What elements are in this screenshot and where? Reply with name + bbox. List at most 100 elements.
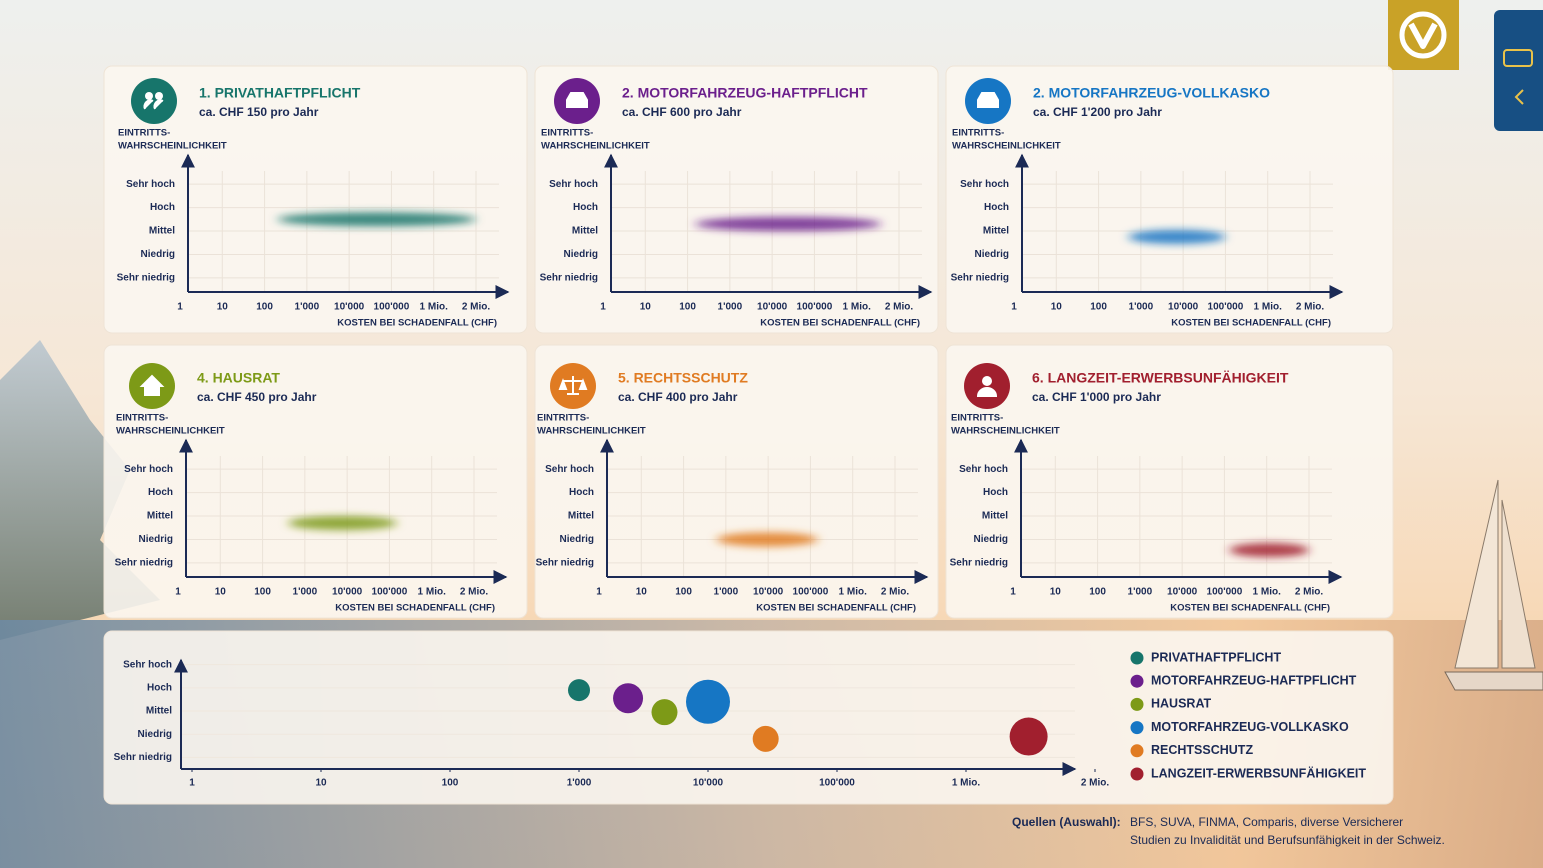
y-tick-label: Niedrig bbox=[564, 249, 598, 260]
x-tick-label: 10 bbox=[1051, 302, 1063, 313]
x-tick-label: 1 bbox=[596, 587, 602, 598]
x-tick-label: 10'000 bbox=[332, 587, 363, 598]
panel-subtitle: ca. CHF 600 pro Jahr bbox=[622, 105, 742, 119]
y-tick-label: Mittel bbox=[568, 511, 594, 522]
y-tick-label: Hoch bbox=[569, 487, 594, 498]
panel-icon bbox=[131, 78, 177, 124]
x-tick-label: 1'000 bbox=[714, 587, 739, 598]
legend-marker bbox=[1130, 721, 1144, 735]
panel-title: 2. MOTORFAHRZEUG-VOLLKASKO bbox=[1033, 85, 1270, 101]
y-tick-label: Sehr niedrig bbox=[114, 752, 172, 763]
y-axis-label: WAHRSCHEINLICHKEIT bbox=[951, 426, 1060, 437]
x-tick-label: 1 Mio. bbox=[420, 302, 449, 313]
x-tick-label: 100 bbox=[442, 778, 459, 789]
x-tick-label: 1 bbox=[177, 302, 183, 313]
x-tick-label: 100'000 bbox=[793, 587, 829, 598]
x-tick-label: 10 bbox=[1050, 587, 1062, 598]
y-tick-label: Sehr niedrig bbox=[536, 558, 594, 569]
panel-subtitle: ca. CHF 400 pro Jahr bbox=[618, 390, 738, 404]
panel-icon-glyph bbox=[566, 92, 588, 108]
x-tick-label: 100 bbox=[675, 587, 692, 598]
panel-background bbox=[534, 344, 939, 619]
x-tick-label: 1'000 bbox=[1128, 587, 1153, 598]
y-axis-label: WAHRSCHEINLICHKEIT bbox=[118, 141, 227, 152]
sailboat bbox=[1444, 479, 1543, 691]
x-tick-label: 100'000 bbox=[819, 778, 855, 789]
y-tick-label: Mittel bbox=[572, 226, 598, 237]
x-tick-label: 2 Mio. bbox=[885, 302, 914, 313]
y-tick-label: Hoch bbox=[148, 487, 173, 498]
x-tick-label: 1 Mio. bbox=[1254, 302, 1283, 313]
y-tick-label: Mittel bbox=[146, 706, 172, 717]
x-axis-label: KOSTEN BEI SCHADENFALL (CHF) bbox=[335, 603, 495, 614]
panel-icon-glyph bbox=[558, 376, 588, 395]
side-tab[interactable] bbox=[1494, 10, 1543, 131]
x-tick-label: 10'000 bbox=[757, 302, 788, 313]
x-axis-label: KOSTEN BEI SCHADENFALL (CHF) bbox=[1171, 318, 1331, 329]
legend-marker bbox=[1130, 697, 1144, 711]
bubble bbox=[752, 725, 779, 752]
logo bbox=[1388, 0, 1459, 70]
y-tick-label: Niedrig bbox=[138, 729, 172, 740]
x-tick-label: 100'000 bbox=[1207, 587, 1243, 598]
x-tick-label: 10 bbox=[215, 587, 227, 598]
y-tick-label: Sehr hoch bbox=[960, 179, 1009, 190]
panel-title: 5. RECHTSSCHUTZ bbox=[618, 370, 748, 386]
panel-background bbox=[103, 630, 1394, 805]
y-axis-label: WAHRSCHEINLICHKEIT bbox=[541, 141, 650, 152]
y-tick-label: Niedrig bbox=[974, 534, 1008, 545]
x-tick-label: 2 Mio. bbox=[460, 587, 489, 598]
panel-icon-glyph bbox=[143, 99, 164, 110]
y-tick-label: Sehr niedrig bbox=[951, 273, 1009, 284]
x-tick-label: 1 bbox=[1011, 302, 1017, 313]
y-axis-label: WAHRSCHEINLICHKEIT bbox=[537, 426, 646, 437]
y-tick-label: Sehr hoch bbox=[123, 659, 172, 670]
x-tick-label: 10'000 bbox=[1167, 587, 1198, 598]
y-axis-label: EINTRITTS- bbox=[952, 128, 1004, 139]
x-tick-label: 10'000 bbox=[334, 302, 365, 313]
x-tick-label: 10'000 bbox=[693, 778, 724, 789]
x-tick-label: 1 bbox=[175, 587, 181, 598]
y-tick-label: Mittel bbox=[983, 226, 1009, 237]
x-axis-label: KOSTEN BEI SCHADENFALL (CHF) bbox=[337, 318, 497, 329]
x-tick-label: 100'000 bbox=[1208, 302, 1244, 313]
y-tick-label: Sehr niedrig bbox=[115, 558, 173, 569]
x-tick-label: 1'000 bbox=[1129, 302, 1154, 313]
risk-range bbox=[1128, 229, 1226, 244]
x-tick-label: 10 bbox=[315, 778, 327, 789]
y-tick-label: Hoch bbox=[573, 202, 598, 213]
x-tick-label: 100 bbox=[254, 587, 271, 598]
panel-subtitle: ca. CHF 150 pro Jahr bbox=[199, 105, 319, 119]
panel-subtitle: ca. CHF 1'200 pro Jahr bbox=[1033, 105, 1162, 119]
x-tick-label: 1'000 bbox=[295, 302, 320, 313]
panel-icon-glyph bbox=[982, 376, 992, 386]
x-tick-label: 2 Mio. bbox=[881, 587, 910, 598]
panel-title: 6. LANGZEIT-ERWERBSUNFÄHIGKEIT bbox=[1032, 370, 1289, 386]
legend-label: PRIVATHAFTPFLICHT bbox=[1151, 650, 1281, 664]
risk-panel: 2. MOTORFAHRZEUG-VOLLKASKO ca. CHF 1'200 … bbox=[945, 65, 1394, 334]
x-tick-label: 10'000 bbox=[753, 587, 784, 598]
panel-subtitle: ca. CHF 1'000 pro Jahr bbox=[1032, 390, 1161, 404]
risk-range bbox=[1229, 543, 1310, 558]
x-tick-label: 100 bbox=[679, 302, 696, 313]
panel-background bbox=[103, 65, 528, 334]
y-tick-label: Hoch bbox=[147, 682, 172, 693]
risk-panel: 2. MOTORFAHRZEUG-HAFTPFLICHT ca. CHF 600 … bbox=[534, 65, 939, 334]
panel-title: 1. PRIVATHAFTPFLICHT bbox=[199, 85, 361, 101]
y-tick-label: Sehr hoch bbox=[126, 179, 175, 190]
legend-label: MOTORFAHRZEUG-HAFTPFLICHT bbox=[1151, 673, 1357, 687]
y-tick-label: Sehr hoch bbox=[124, 464, 173, 475]
panel-background bbox=[103, 344, 528, 619]
y-tick-label: Sehr hoch bbox=[545, 464, 594, 475]
x-tick-label: 100'000 bbox=[374, 302, 410, 313]
panel-icon-glyph bbox=[139, 374, 165, 396]
panel-icon-glyph bbox=[977, 92, 999, 108]
x-tick-label: 10 bbox=[217, 302, 229, 313]
x-tick-label: 100'000 bbox=[797, 302, 833, 313]
x-tick-label: 100 bbox=[1090, 302, 1107, 313]
x-tick-label: 1 Mio. bbox=[1253, 587, 1282, 598]
risk-panel: 1. PRIVATHAFTPFLICHT ca. CHF 150 pro Jahr… bbox=[103, 65, 528, 334]
risk-panel: 6. LANGZEIT-ERWERBSUNFÄHIGKEIT ca. CHF 1'… bbox=[945, 344, 1394, 619]
panel-background bbox=[945, 65, 1394, 334]
risk-panel: 5. RECHTSSCHUTZ ca. CHF 400 pro Jahr EINTR… bbox=[534, 344, 939, 619]
